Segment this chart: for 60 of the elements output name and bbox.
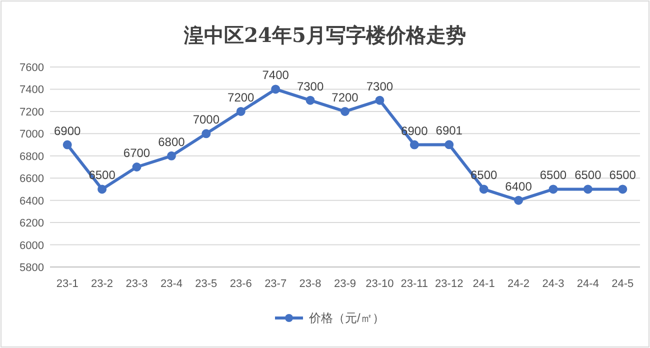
point <box>583 184 592 194</box>
data-label: 6800 <box>158 134 186 149</box>
x-tick-label: 24-5 <box>612 278 634 290</box>
point <box>98 184 107 194</box>
point <box>618 184 628 194</box>
point <box>132 162 142 172</box>
legend-label: 价格（元/㎡） <box>308 311 384 325</box>
data-label: 6500 <box>609 168 636 182</box>
y-tick-label: 7600 <box>20 62 44 74</box>
x-tick-label: 23-1 <box>56 278 78 290</box>
point <box>375 96 384 105</box>
chart-title: 湟中区24年5月写字楼价格走势 <box>183 23 466 47</box>
y-tick-label: 6600 <box>20 173 44 186</box>
x-tick-label: 23-10 <box>366 278 394 290</box>
data-label: 6700 <box>123 146 150 160</box>
x-tick-label: 24-1 <box>472 278 495 290</box>
data-label: 7300 <box>296 79 324 94</box>
x-tick-label: 23-12 <box>435 278 464 290</box>
data-label: 7300 <box>366 79 394 94</box>
x-tick-label: 23-8 <box>299 278 322 290</box>
y-tick-label: 6000 <box>20 240 44 252</box>
point <box>479 184 488 194</box>
data-label: 7200 <box>332 90 359 104</box>
data-label: 6901 <box>436 124 463 138</box>
x-tick-label: 23-9 <box>334 278 356 290</box>
point <box>340 106 350 116</box>
point <box>306 96 315 105</box>
data-label: 7000 <box>192 112 220 127</box>
x-tick-label: 24-4 <box>576 278 599 290</box>
y-tick-label: 7400 <box>20 84 44 96</box>
x-tick-label: 23-6 <box>230 278 252 290</box>
y-tick-label: 5800 <box>20 262 44 274</box>
data-label: 6900 <box>54 124 82 138</box>
data-label: 6400 <box>505 179 532 194</box>
x-tick-label: 23-7 <box>264 278 287 290</box>
y-tick-label: 7000 <box>20 128 44 141</box>
x-tick-label: 23-3 <box>126 278 148 290</box>
y-tick-label: 7200 <box>20 106 44 118</box>
x-tick-label: 23-4 <box>160 278 182 290</box>
point <box>548 184 558 194</box>
y-tick-label: 6400 <box>20 195 44 208</box>
data-label: 6500 <box>540 168 567 182</box>
y-tick-label: 6200 <box>20 218 44 230</box>
x-tick-label: 24-2 <box>508 278 530 290</box>
point <box>166 151 176 160</box>
point <box>444 140 454 150</box>
y-tick-label: 6800 <box>20 150 44 163</box>
x-tick-label: 23-5 <box>195 278 218 290</box>
point <box>62 140 72 150</box>
x-tick-label: 23-11 <box>400 278 428 290</box>
point <box>410 140 419 150</box>
point <box>202 129 211 138</box>
x-tick-label: 24-3 <box>542 278 564 290</box>
point <box>271 84 280 94</box>
x-tick-label: 23-2 <box>91 278 114 290</box>
data-label: 7200 <box>228 90 255 104</box>
data-label: 7400 <box>262 68 290 82</box>
data-label: 6500 <box>574 168 602 182</box>
point <box>236 106 246 116</box>
point <box>514 196 524 205</box>
